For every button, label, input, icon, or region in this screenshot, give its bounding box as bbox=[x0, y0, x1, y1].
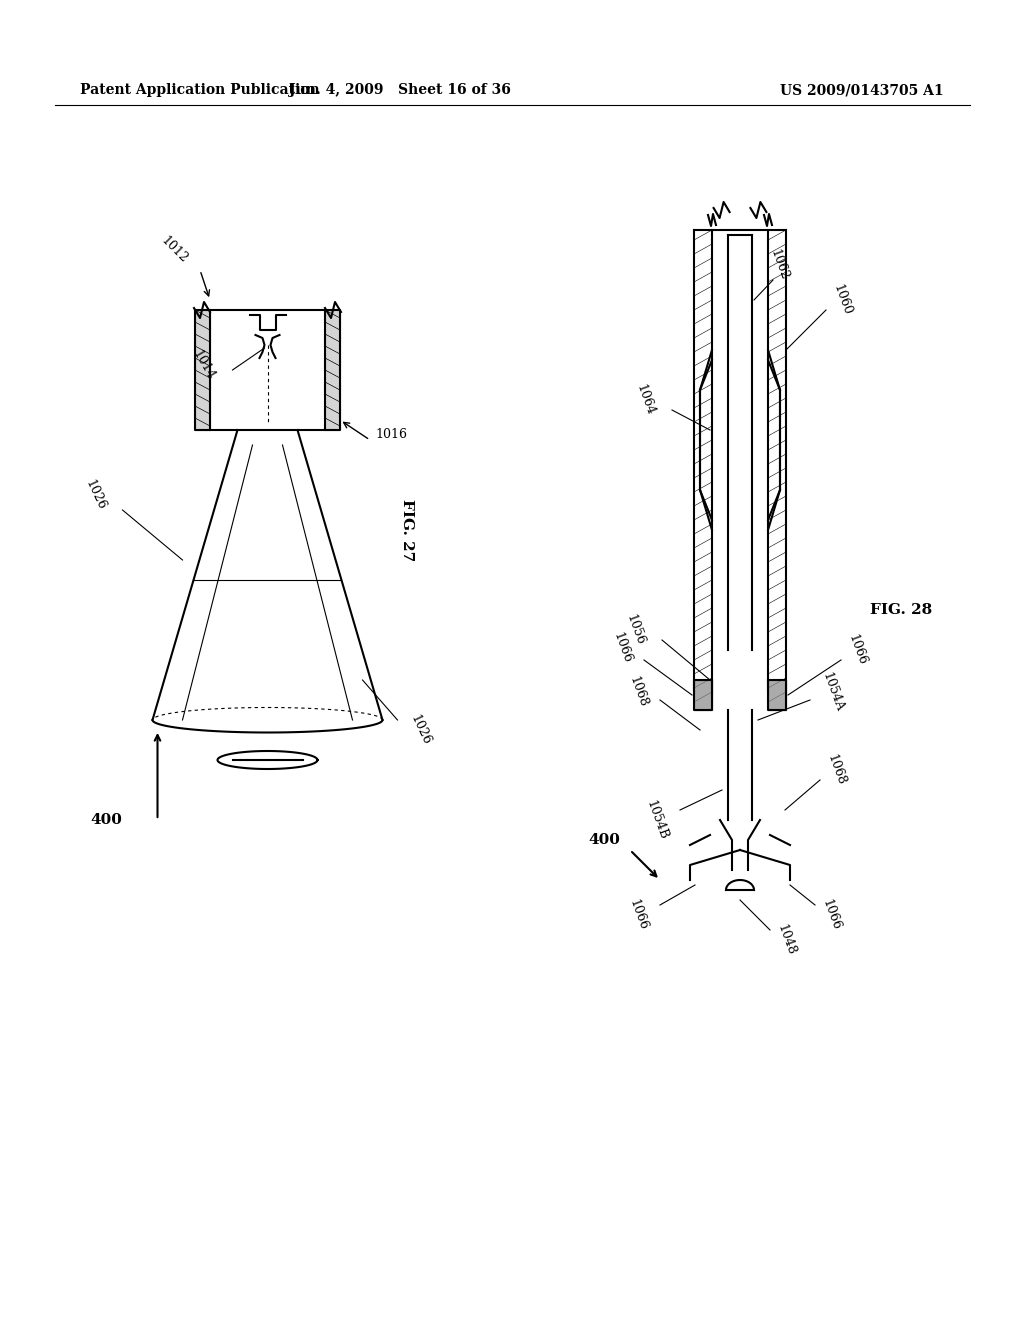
Text: 1016: 1016 bbox=[375, 429, 407, 441]
Text: 1054A: 1054A bbox=[820, 671, 846, 713]
Text: 400: 400 bbox=[588, 833, 620, 847]
Text: 1066: 1066 bbox=[611, 631, 634, 665]
Text: 1014: 1014 bbox=[190, 348, 217, 381]
Text: 1048: 1048 bbox=[775, 923, 798, 957]
Text: Patent Application Publication: Patent Application Publication bbox=[80, 83, 319, 96]
Text: US 2009/0143705 A1: US 2009/0143705 A1 bbox=[780, 83, 944, 96]
Text: FIG. 27: FIG. 27 bbox=[400, 499, 414, 561]
Text: 1056: 1056 bbox=[624, 612, 647, 647]
Text: 1068: 1068 bbox=[825, 752, 848, 787]
Text: 1054B: 1054B bbox=[644, 799, 670, 842]
Text: 1066: 1066 bbox=[846, 632, 869, 667]
Text: 1012: 1012 bbox=[159, 234, 190, 265]
Text: 1026: 1026 bbox=[82, 478, 108, 512]
Text: 1068: 1068 bbox=[627, 675, 650, 709]
Text: Jun. 4, 2009   Sheet 16 of 36: Jun. 4, 2009 Sheet 16 of 36 bbox=[289, 83, 511, 96]
Text: 1064: 1064 bbox=[634, 383, 657, 417]
Text: FIG. 28: FIG. 28 bbox=[870, 603, 932, 616]
Text: 1026: 1026 bbox=[408, 713, 433, 747]
Text: 1066: 1066 bbox=[627, 898, 650, 932]
Text: 1066: 1066 bbox=[820, 898, 843, 932]
Text: 1062: 1062 bbox=[768, 248, 792, 282]
Text: 400: 400 bbox=[91, 813, 123, 828]
Text: 1060: 1060 bbox=[831, 282, 854, 317]
